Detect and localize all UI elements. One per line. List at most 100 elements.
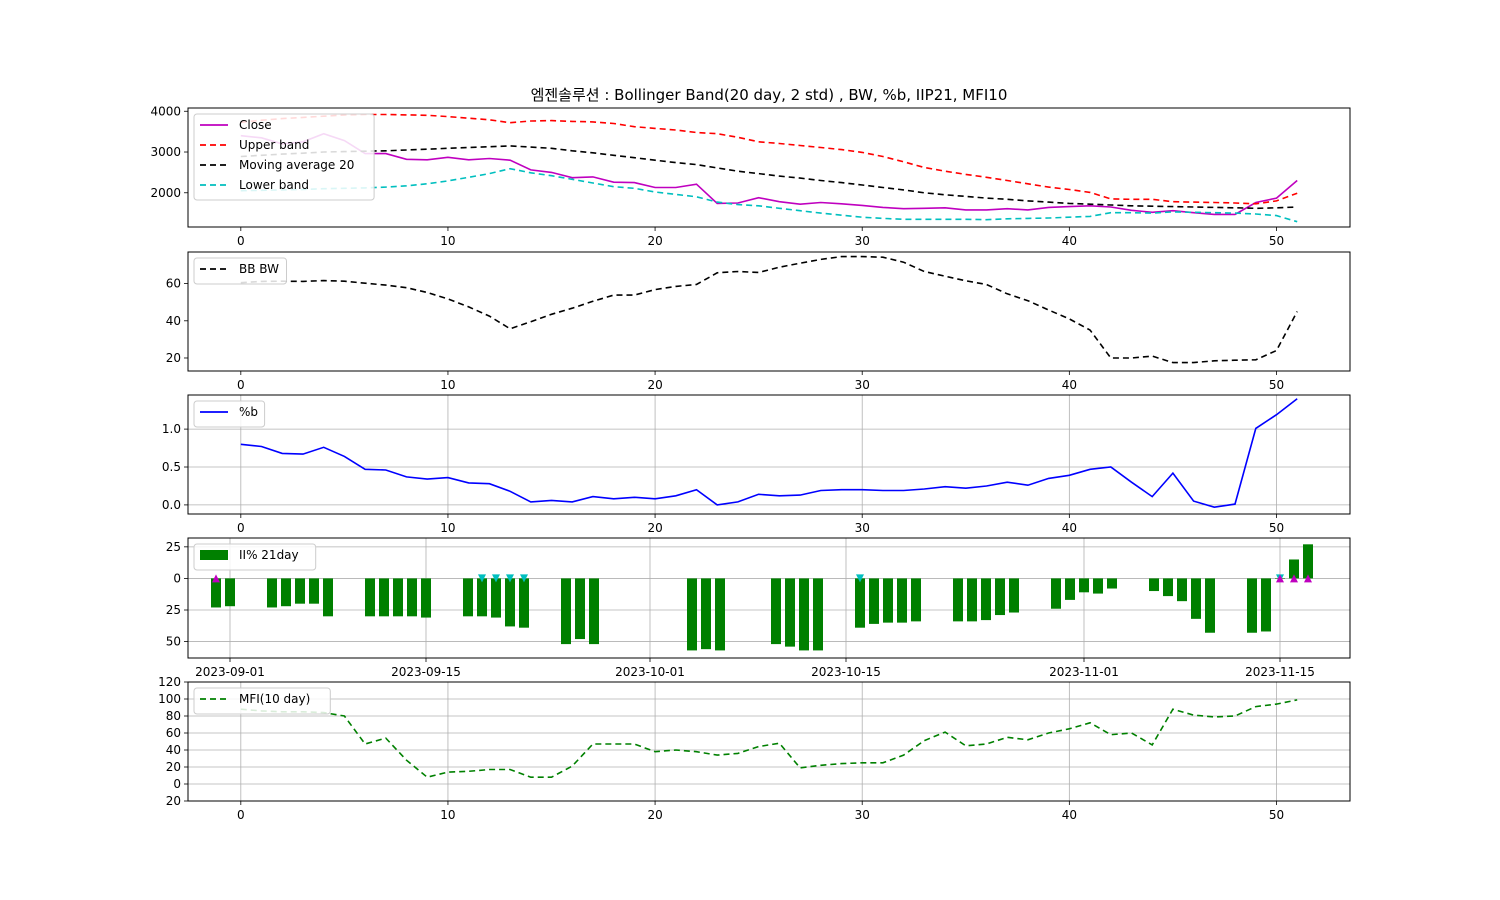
bw-panel: 0 10 20 30 40 50 20 40 60 BB BW xyxy=(166,252,1350,392)
iip-bar xyxy=(1205,578,1215,632)
iip-bar xyxy=(1177,578,1187,601)
x-tick-label: 2023-09-01 xyxy=(195,665,265,679)
y-tick-label: 3000 xyxy=(150,145,181,159)
bw-axes-frame xyxy=(188,252,1350,371)
mfi-legend: MFI(10 day) xyxy=(194,688,330,714)
pctb-axes-frame xyxy=(188,395,1350,514)
iip-bar xyxy=(1065,578,1075,599)
iip-bar xyxy=(701,578,711,649)
x-tick-label: 30 xyxy=(855,378,870,392)
iip-bar xyxy=(813,578,823,650)
price-plot-area xyxy=(241,115,1297,222)
iip-bar xyxy=(897,578,907,622)
iip-bar xyxy=(1107,578,1117,588)
x-tick-label: 40 xyxy=(1062,808,1077,822)
iip-bar xyxy=(1247,578,1257,632)
bw-legend: BB BW xyxy=(194,258,287,284)
iip-bar xyxy=(491,578,501,617)
x-tick-label: 30 xyxy=(855,521,870,535)
iip-bar xyxy=(1051,578,1061,608)
iip-bar xyxy=(883,578,893,622)
iip-bar xyxy=(379,578,389,616)
iip-bar xyxy=(477,578,487,616)
x-tick-label: 2023-10-01 xyxy=(615,665,685,679)
iip-bar xyxy=(421,578,431,617)
iip-bar xyxy=(1149,578,1159,591)
y-tick-label: 20 xyxy=(166,351,181,365)
iip-bar xyxy=(1191,578,1201,618)
x-tick-label: 0 xyxy=(237,521,245,535)
mfi-panel: 0 10 20 30 40 50 20020406080100120MFI(10 day) xyxy=(158,675,1350,822)
y-tick-label: 25 xyxy=(166,603,181,617)
x-tick-label: 10 xyxy=(440,234,455,248)
y-tick-label: 60 xyxy=(166,726,181,740)
y-tick-label: 120 xyxy=(158,675,181,689)
y-tick-label: 20 xyxy=(166,760,181,774)
series-line-pctb xyxy=(241,399,1297,507)
iip-legend: II% 21day xyxy=(194,544,316,570)
iip-bar xyxy=(1009,578,1019,612)
x-tick-label: 40 xyxy=(1062,378,1077,392)
iip-bar xyxy=(1163,578,1173,596)
iip-bar xyxy=(407,578,417,616)
x-tick-label: 20 xyxy=(647,808,662,822)
x-tick-label: 10 xyxy=(440,521,455,535)
iip-bar xyxy=(267,578,277,607)
x-tick-label: 50 xyxy=(1269,234,1284,248)
iip-bar xyxy=(1261,578,1271,631)
legend-label: Lower band xyxy=(239,178,309,192)
iip-bar xyxy=(505,578,515,626)
iip-bar xyxy=(1303,544,1313,578)
iip-bar xyxy=(309,578,319,603)
iip-panel: 2023-09-01 2023-09-15 2023-10-01 2023-10-15… xyxy=(166,538,1350,679)
series-line-mfi-10-day- xyxy=(241,700,1297,777)
iip-bar xyxy=(225,578,235,606)
x-tick-label: 50 xyxy=(1269,808,1284,822)
iip-bar xyxy=(953,578,963,621)
legend-label: MFI(10 day) xyxy=(239,692,310,706)
iip-bar xyxy=(785,578,795,646)
y-tick-label: 100 xyxy=(158,692,181,706)
iip-bar xyxy=(1079,578,1089,592)
y-tick-label: 80 xyxy=(166,709,181,723)
x-tick-label: 40 xyxy=(1062,521,1077,535)
x-tick-label: 40 xyxy=(1062,234,1077,248)
series-line-lower-band xyxy=(241,169,1297,222)
y-tick-label: 0 xyxy=(173,571,181,585)
x-tick-label: 20 xyxy=(647,521,662,535)
pctb-plot-area xyxy=(241,399,1297,507)
iip-axes-frame xyxy=(188,538,1350,658)
iip-bar xyxy=(799,578,809,650)
iip-bar xyxy=(463,578,473,616)
iip-plot-area xyxy=(211,544,1313,650)
x-tick-label: 30 xyxy=(855,808,870,822)
iip-bar xyxy=(281,578,291,606)
iip-bar xyxy=(771,578,781,644)
x-tick-label: 30 xyxy=(855,234,870,248)
x-tick-label: 0 xyxy=(237,234,245,248)
y-tick-label: 50 xyxy=(166,635,181,649)
iip-bar xyxy=(323,578,333,616)
iip-bar xyxy=(855,578,865,627)
iip-bar xyxy=(687,578,697,650)
legend-swatch xyxy=(200,550,228,560)
iip-bar xyxy=(211,578,221,607)
iip-bar xyxy=(393,578,403,616)
y-tick-label: 40 xyxy=(166,743,181,757)
legend-label: BB BW xyxy=(239,262,279,276)
iip-bar xyxy=(981,578,991,620)
iip-bar xyxy=(911,578,921,621)
y-tick-label: 0 xyxy=(173,777,181,791)
legend-label: Upper band xyxy=(239,138,309,152)
y-tick-label: 1.0 xyxy=(162,422,181,436)
y-tick-label: 4000 xyxy=(150,104,181,118)
y-tick-label: 0.5 xyxy=(162,460,181,474)
x-tick-label: 10 xyxy=(440,808,455,822)
x-tick-label: 50 xyxy=(1269,378,1284,392)
series-line-upper-band xyxy=(241,115,1297,204)
x-tick-label: 20 xyxy=(647,234,662,248)
x-tick-label: 2023-11-01 xyxy=(1049,665,1119,679)
iip-bar xyxy=(967,578,977,621)
legend-label: Close xyxy=(239,118,272,132)
price-legend: Close Upper band Moving average 20 Lower ba… xyxy=(194,114,374,200)
